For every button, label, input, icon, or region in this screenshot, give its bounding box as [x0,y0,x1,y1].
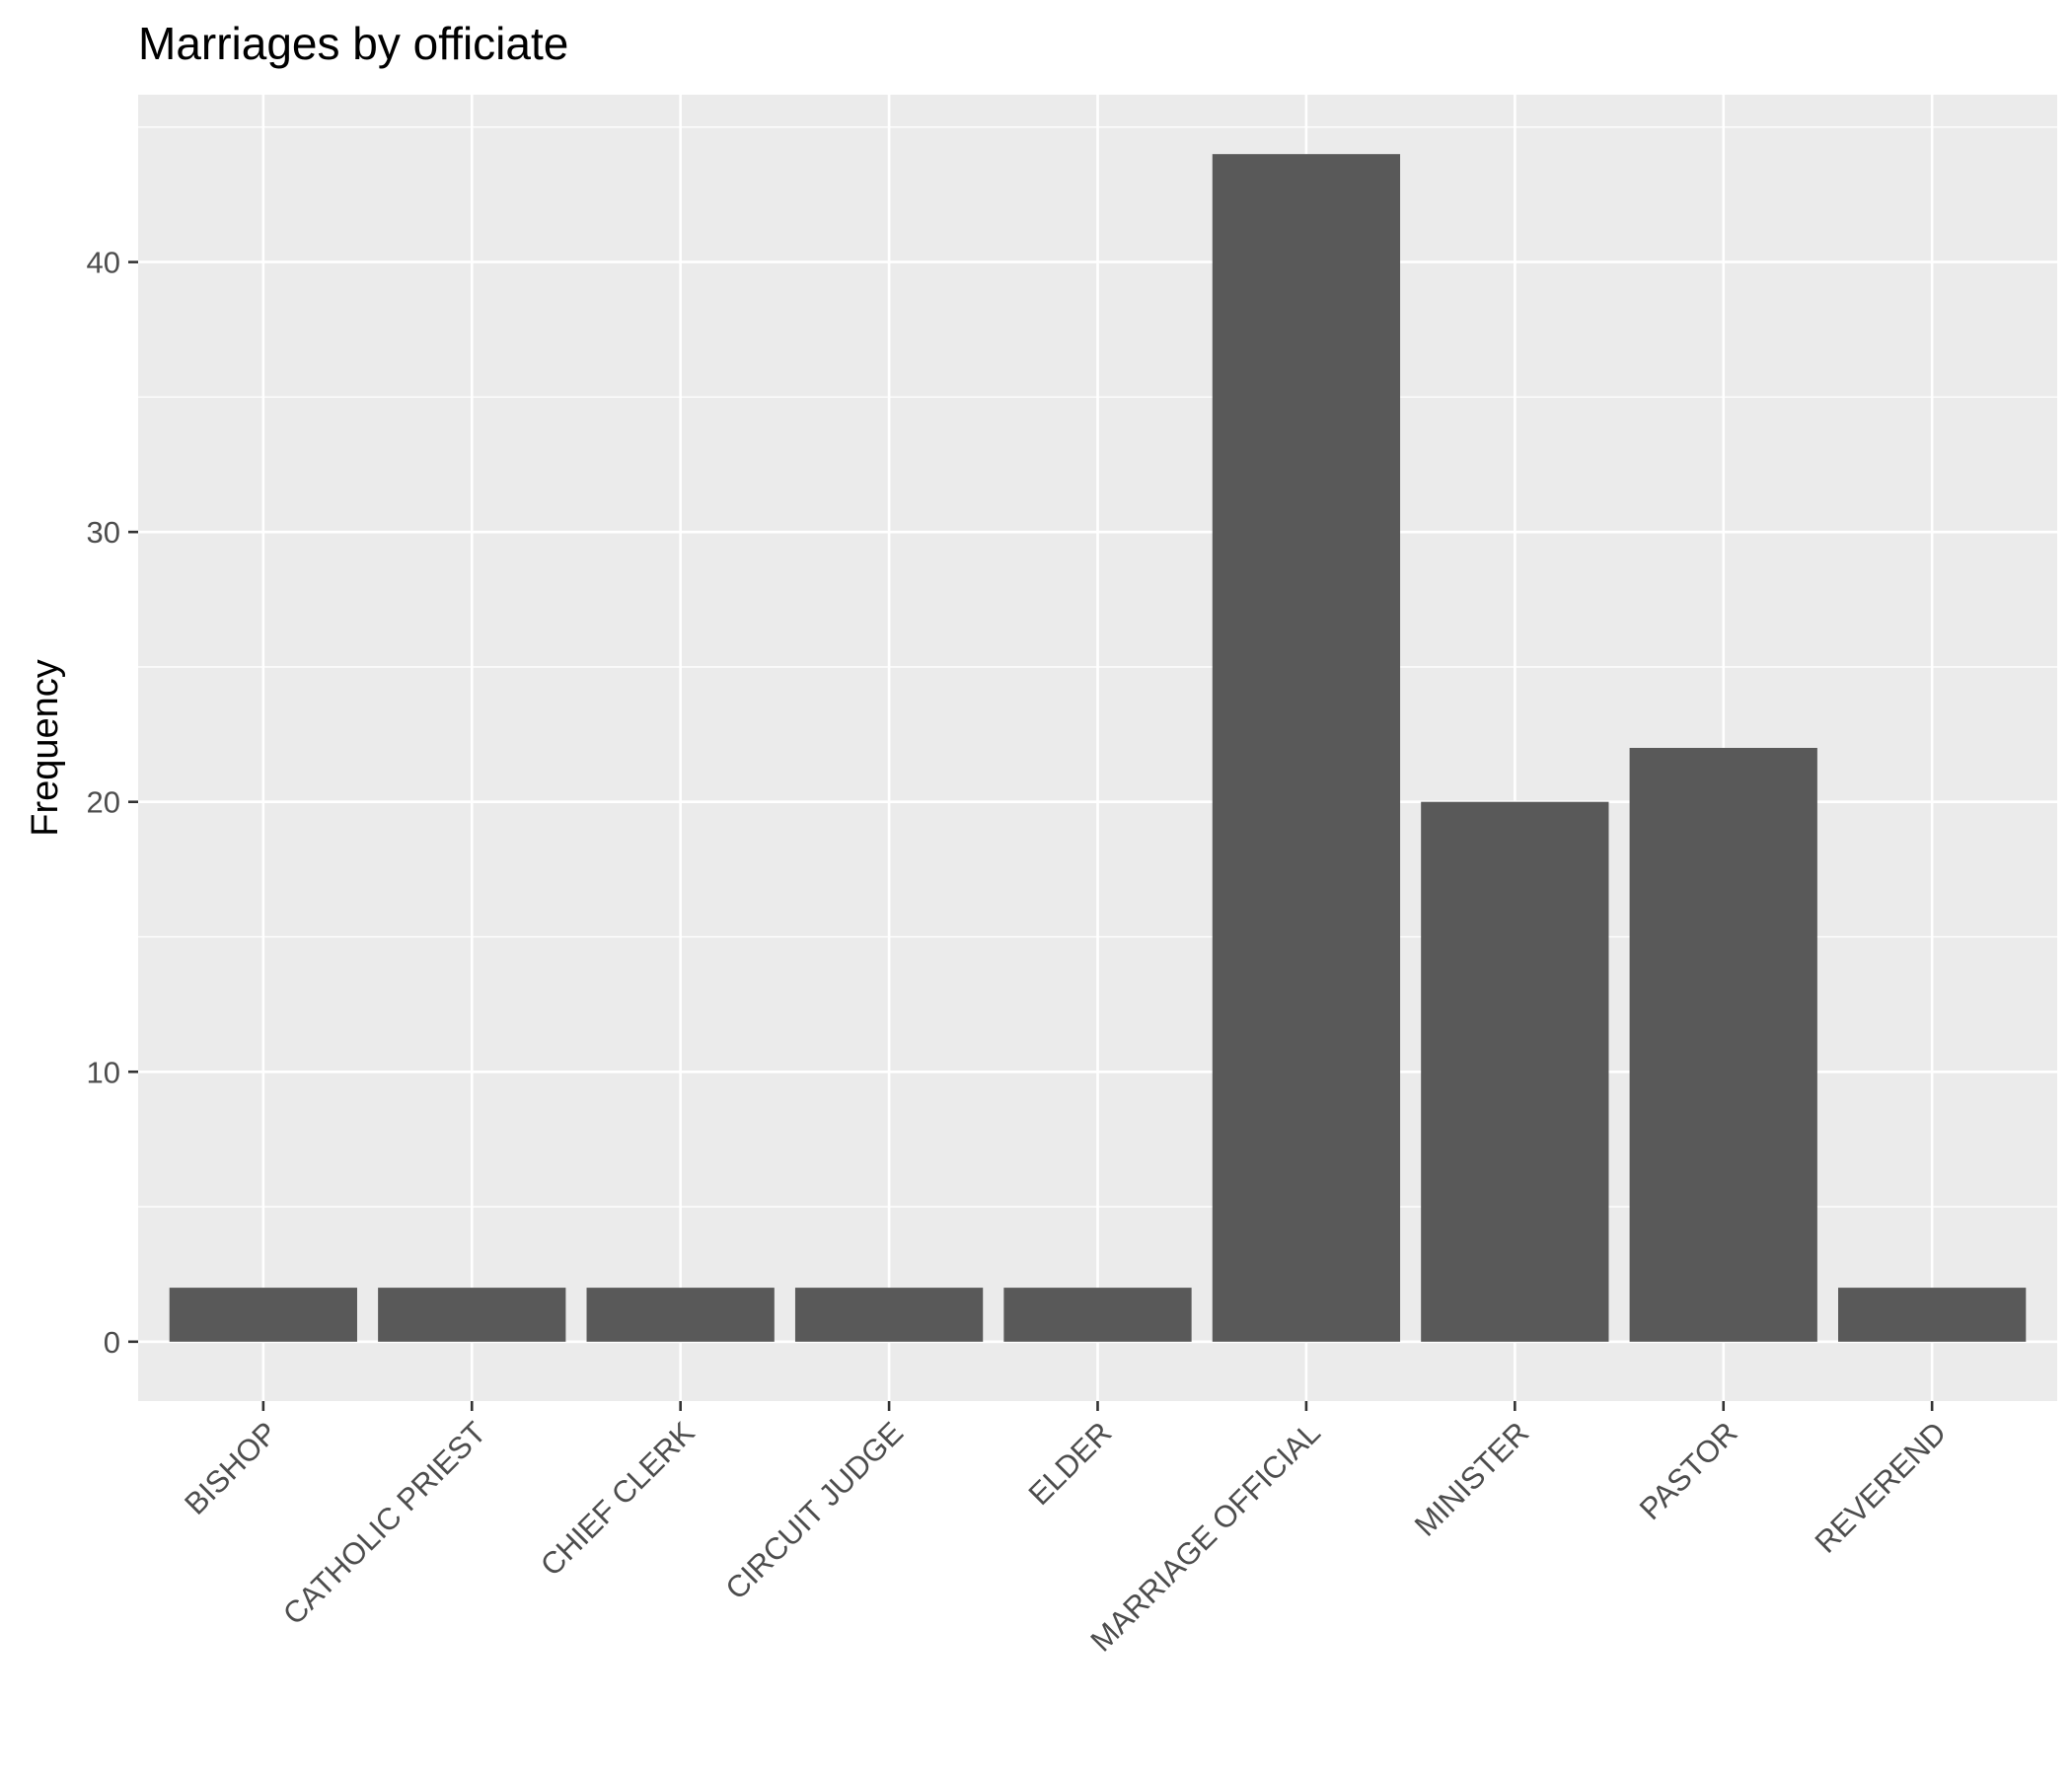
x-tick-label: MINISTER [1408,1415,1535,1542]
y-axis-title: Frequency [25,659,66,837]
x-tick-label: CIRCUIT JUDGE [718,1415,910,1606]
bar-catholic-priest [378,1288,566,1342]
y-tick-label: 0 [104,1325,120,1360]
x-tick-label: REVEREND [1809,1415,1954,1560]
bar-pastor [1629,748,1817,1342]
x-tick-label: BISHOP [178,1415,284,1521]
x-tick-label: ELDER [1022,1415,1119,1512]
bar-reverend [1838,1288,2027,1342]
bar-circuit-judge [794,1288,984,1342]
bar-minister [1421,801,1609,1342]
x-tick-label: CHIEF CLERK [534,1415,702,1583]
bar-bishop [169,1288,357,1342]
bars [169,154,2027,1342]
bar-marriage-official [1212,154,1401,1342]
major-gridlines [138,95,2057,1401]
y-tick-label: 30 [87,515,120,550]
x-tick-label: PASTOR [1633,1415,1744,1526]
y-axis: 0 10 20 30 40 [87,246,138,1360]
bar-elder [1003,1288,1192,1342]
y-tick-label: 40 [87,246,120,280]
chart-title: Marriages by officiate [138,18,568,69]
bar-chief-clerk [586,1288,775,1342]
x-tick-label: MARRIAGE OFFICIAL [1083,1415,1326,1658]
x-tick-label: CATHOLIC PRIEST [276,1415,492,1631]
y-tick-label: 20 [87,785,120,820]
y-tick-label: 10 [87,1055,120,1089]
